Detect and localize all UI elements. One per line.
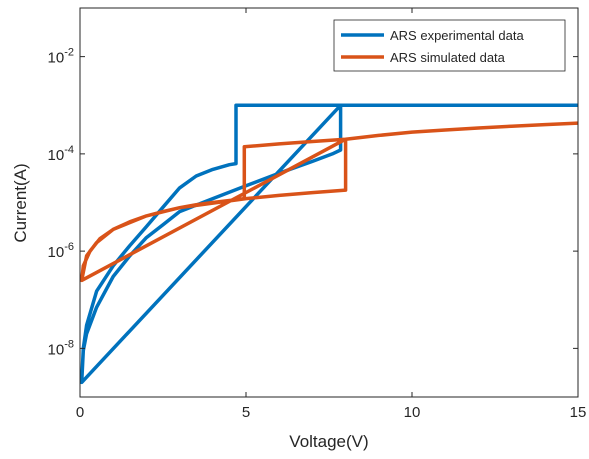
series-line-1 xyxy=(80,121,578,283)
legend: ARS experimental data ARS simulated data xyxy=(333,19,566,72)
x-tick-label: 10 xyxy=(404,404,421,421)
tick-label-layer: 0 5 10 15 10-8 10-6 10-4 10-2 xyxy=(48,47,587,421)
legend-label-experimental: ARS experimental data xyxy=(390,28,524,43)
y-tick-label: 10-4 xyxy=(48,144,74,164)
legend-label-simulated: ARS simulated data xyxy=(390,50,506,65)
tick-layer xyxy=(79,8,579,397)
y-tick-label: 10-6 xyxy=(48,241,74,261)
axes-box xyxy=(79,7,579,398)
x-tick-label: 5 xyxy=(242,404,250,421)
y-axis-label: Current(A) xyxy=(11,163,30,242)
series-line-0 xyxy=(80,103,578,385)
x-axis-label: Voltage(V) xyxy=(289,432,368,451)
y-tick-label: 10-2 xyxy=(48,47,74,67)
series-layer xyxy=(80,103,578,385)
plot-area xyxy=(80,8,578,397)
legend-box xyxy=(333,19,566,72)
y-tick-label: 10-8 xyxy=(48,338,74,358)
x-tick-label: 15 xyxy=(570,404,587,421)
x-tick-label: 0 xyxy=(76,404,84,421)
